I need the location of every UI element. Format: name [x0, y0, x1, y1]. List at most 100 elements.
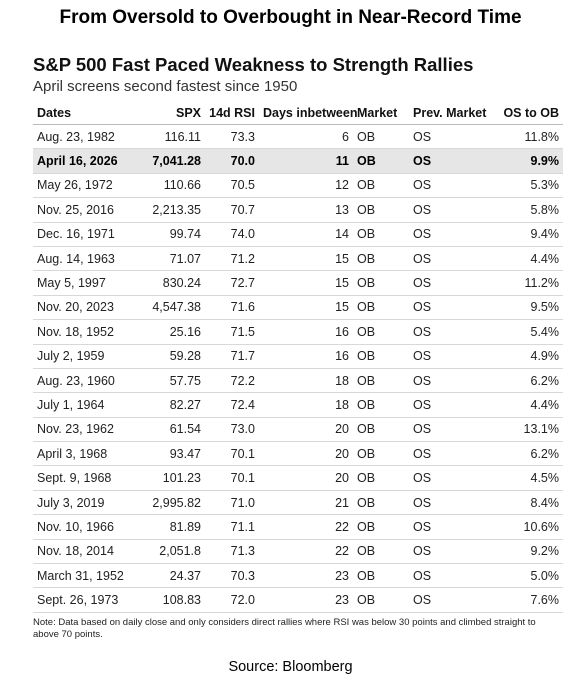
table-body: Aug. 23, 1982 116.11 73.3 6 OB OS 11.8% April 1…: [33, 124, 563, 613]
prev-market-cell: OS: [409, 417, 491, 443]
rsi-cell: 70.7: [205, 197, 259, 223]
os-to-ob-cell: 7.6%: [491, 587, 563, 613]
spx-cell: 57.75: [141, 368, 205, 394]
prev-market-cell: OS: [409, 392, 491, 418]
table-row: April 16, 2026 7,041.28 70.0 11 OB OS 9.9%: [33, 148, 563, 174]
rsi-cell: 70.1: [205, 465, 259, 491]
days-cell: 13: [259, 197, 353, 223]
prev-market-cell: OS: [409, 514, 491, 540]
prev-market-cell: OS: [409, 563, 491, 589]
date-cell: Aug. 14, 1963: [33, 246, 141, 272]
rsi-cell: 71.0: [205, 490, 259, 516]
prev-market-cell: OS: [409, 197, 491, 223]
data-table: Dates SPX 14d RSI Days inbetween Market …: [33, 101, 563, 613]
rsi-cell: 71.6: [205, 295, 259, 321]
table-row: July 1, 1964 82.27 72.4 18 OB OS 4.4%: [33, 392, 563, 418]
spx-cell: 71.07: [141, 246, 205, 272]
os-to-ob-cell: 11.2%: [491, 270, 563, 296]
rsi-cell: 71.1: [205, 514, 259, 540]
date-cell: Nov. 10, 1966: [33, 514, 141, 540]
table-row: May 26, 1972 110.66 70.5 12 OB OS 5.3%: [33, 173, 563, 199]
rsi-cell: 70.3: [205, 563, 259, 589]
days-cell: 6: [259, 124, 353, 150]
prev-market-cell: OS: [409, 319, 491, 345]
spx-cell: 2,051.8: [141, 539, 205, 565]
spx-cell: 61.54: [141, 417, 205, 443]
os-to-ob-cell: 9.5%: [491, 295, 563, 321]
rsi-cell: 71.2: [205, 246, 259, 272]
date-cell: Nov. 18, 1952: [33, 319, 141, 345]
date-cell: Nov. 18, 2014: [33, 539, 141, 565]
source-label: Source: Bloomberg: [228, 659, 353, 675]
table-row: Nov. 18, 2014 2,051.8 71.3 22 OB OS 9.2%: [33, 539, 563, 565]
table-row: April 3, 1968 93.47 70.1 20 OB OS 6.2%: [33, 441, 563, 467]
table-row: Dec. 16, 1971 99.74 74.0 14 OB OS 9.4%: [33, 222, 563, 247]
spx-cell: 2,995.82: [141, 490, 205, 516]
market-cell: OB: [353, 563, 409, 589]
market-cell: OB: [353, 344, 409, 369]
date-cell: May 5, 1997: [33, 270, 141, 296]
os-to-ob-cell: 5.4%: [491, 319, 563, 345]
date-cell: Nov. 20, 2023: [33, 295, 141, 321]
market-cell: OB: [353, 587, 409, 613]
date-cell: Nov. 25, 2016: [33, 197, 141, 223]
market-cell: OB: [353, 417, 409, 443]
spx-cell: 25.16: [141, 319, 205, 345]
os-to-ob-cell: 5.3%: [491, 173, 563, 199]
os-to-ob-cell: 6.2%: [491, 368, 563, 394]
days-cell: 23: [259, 563, 353, 589]
days-cell: 20: [259, 441, 353, 467]
table-row: Aug. 23, 1982 116.11 73.3 6 OB OS 11.8%: [33, 124, 563, 150]
market-cell: OB: [353, 148, 409, 174]
os-to-ob-cell: 9.4%: [491, 222, 563, 247]
column-header: Market: [353, 101, 409, 125]
days-cell: 18: [259, 368, 353, 394]
days-cell: 16: [259, 319, 353, 345]
os-to-ob-cell: 4.9%: [491, 344, 563, 369]
table-row: May 5, 1997 830.24 72.7 15 OB OS 11.2%: [33, 270, 563, 296]
os-to-ob-cell: 9.9%: [491, 148, 563, 174]
spx-cell: 59.28: [141, 344, 205, 369]
os-to-ob-cell: 9.2%: [491, 539, 563, 565]
prev-market-cell: OS: [409, 539, 491, 565]
os-to-ob-cell: 5.8%: [491, 197, 563, 223]
table-row: Aug. 14, 1963 71.07 71.2 15 OB OS 4.4%: [33, 246, 563, 272]
rsi-cell: 73.3: [205, 124, 259, 150]
table-row: Sept. 26, 1973 108.83 72.0 23 OB OS 7.6%: [33, 587, 563, 613]
date-cell: Aug. 23, 1982: [33, 124, 141, 150]
date-cell: April 3, 1968: [33, 441, 141, 467]
prev-market-cell: OS: [409, 246, 491, 272]
table-row: March 31, 1952 24.37 70.3 23 OB OS 5.0%: [33, 563, 563, 589]
days-cell: 22: [259, 539, 353, 565]
market-cell: OB: [353, 490, 409, 516]
market-cell: OB: [353, 124, 409, 150]
market-cell: OB: [353, 441, 409, 467]
date-cell: July 3, 2019: [33, 490, 141, 516]
market-cell: OB: [353, 368, 409, 394]
days-cell: 14: [259, 222, 353, 247]
os-to-ob-cell: 4.4%: [491, 392, 563, 418]
market-cell: OB: [353, 270, 409, 296]
table-row: Nov. 10, 1966 81.89 71.1 22 OB OS 10.6%: [33, 514, 563, 540]
date-cell: Sept. 26, 1973: [33, 587, 141, 613]
rsi-cell: 72.0: [205, 587, 259, 613]
days-cell: 15: [259, 295, 353, 321]
rsi-cell: 71.3: [205, 539, 259, 565]
prev-market-cell: OS: [409, 148, 491, 174]
date-cell: April 16, 2026: [33, 148, 141, 174]
table-row: Nov. 25, 2016 2,213.35 70.7 13 OB OS 5.8%: [33, 197, 563, 223]
column-header: Dates: [33, 101, 141, 125]
rsi-cell: 72.2: [205, 368, 259, 394]
days-cell: 23: [259, 587, 353, 613]
spx-cell: 24.37: [141, 563, 205, 589]
date-cell: July 1, 1964: [33, 392, 141, 418]
days-cell: 18: [259, 392, 353, 418]
table-row: July 3, 2019 2,995.82 71.0 21 OB OS 8.4%: [33, 490, 563, 516]
os-to-ob-cell: 4.5%: [491, 465, 563, 491]
market-cell: OB: [353, 465, 409, 491]
rsi-cell: 71.7: [205, 344, 259, 369]
date-cell: Dec. 16, 1971: [33, 222, 141, 247]
prev-market-cell: OS: [409, 587, 491, 613]
column-header: SPX: [141, 101, 205, 125]
os-to-ob-cell: 6.2%: [491, 441, 563, 467]
